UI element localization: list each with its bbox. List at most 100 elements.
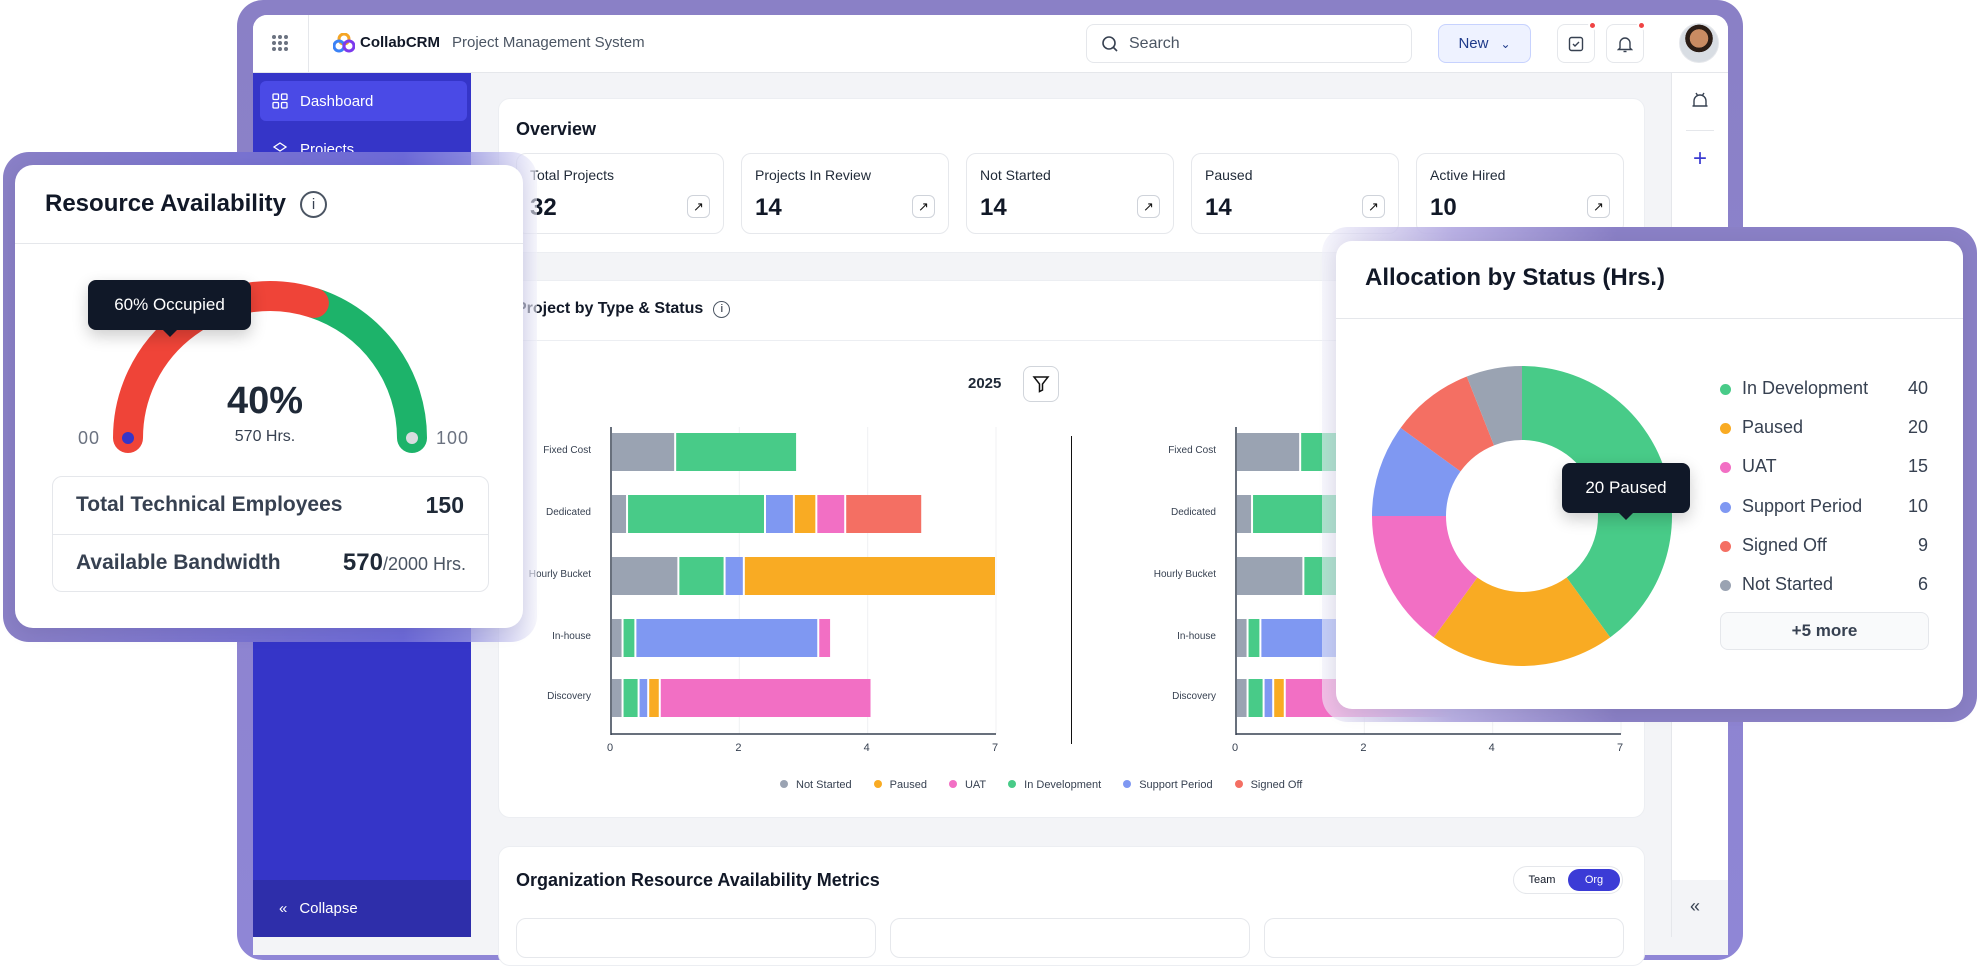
- resource-availability-card: [15, 165, 523, 628]
- org-metrics-title: Organization Resource Availability Metri…: [516, 870, 880, 890]
- bar-segment[interactable]: [628, 495, 764, 533]
- info-icon[interactable]: i: [299, 190, 327, 218]
- x-tick-label: 2: [735, 742, 742, 754]
- arrow-up-right-icon[interactable]: ↗: [1362, 195, 1385, 218]
- legend-item[interactable]: Not Started: [780, 779, 852, 791]
- legend-item[interactable]: Paused: [873, 779, 927, 791]
- bar-segment[interactable]: [1237, 557, 1303, 595]
- legend-item[interactable]: Signed Off: [1234, 779, 1303, 791]
- search-input[interactable]: Search: [1086, 24, 1412, 63]
- tasks-button[interactable]: [1557, 21, 1597, 63]
- bar-segment[interactable]: [1274, 679, 1284, 717]
- bar-segment[interactable]: [649, 679, 659, 717]
- bar-segment[interactable]: [766, 495, 793, 533]
- arrow-up-right-icon[interactable]: ↗: [687, 195, 710, 218]
- plus-icon[interactable]: +: [1692, 145, 1707, 172]
- arrow-up-right-icon[interactable]: ↗: [1137, 195, 1160, 218]
- available-percent: 40%: [226, 380, 304, 422]
- stat-card[interactable]: Paused 14 ↗: [1191, 153, 1399, 234]
- bar-segment[interactable]: [612, 619, 622, 657]
- category-label: Discovery: [1172, 691, 1216, 702]
- bar-segment[interactable]: [817, 495, 845, 533]
- x-tick-label: 7: [992, 742, 999, 754]
- bar-segment[interactable]: [612, 679, 622, 717]
- toggle-org[interactable]: Org: [1568, 869, 1620, 891]
- stat-card[interactable]: Total Projects 32 ↗: [516, 153, 724, 234]
- bar-segment[interactable]: [639, 679, 648, 717]
- category-label: Fixed Cost: [543, 445, 591, 456]
- toggle-team[interactable]: Team: [1528, 874, 1556, 886]
- bar-segment[interactable]: [744, 557, 995, 595]
- double-chevron-left-icon[interactable]: «: [1690, 896, 1701, 916]
- info-icon[interactable]: i: [713, 300, 731, 318]
- chart-divider: [1071, 436, 1072, 744]
- gauge-min-label: 00: [78, 428, 101, 448]
- bar-segment[interactable]: [660, 679, 871, 717]
- legend-label: Signed Off: [1250, 779, 1303, 791]
- donut-slice[interactable]: [1433, 577, 1611, 666]
- filter-button[interactable]: [1023, 366, 1059, 402]
- legend-item[interactable]: Support Period: [1123, 779, 1213, 791]
- apps-grid-icon[interactable]: [272, 35, 288, 51]
- bar-segment[interactable]: [679, 557, 724, 595]
- allocation-title: Allocation by Status (Hrs.): [1365, 264, 1666, 291]
- arrow-up-right-icon[interactable]: ↗: [912, 195, 935, 218]
- bar-segment[interactable]: [1248, 679, 1263, 717]
- x-tick-label: 4: [863, 742, 870, 754]
- bar-segment[interactable]: [1237, 679, 1247, 717]
- total-employees-value: 150: [425, 492, 464, 518]
- logo-icon: [333, 33, 355, 53]
- bar-segment[interactable]: [1237, 495, 1252, 533]
- bar-segment[interactable]: [1264, 679, 1273, 717]
- stat-label: Paused: [1205, 167, 1253, 183]
- bar-segment[interactable]: [676, 433, 797, 471]
- legend-label: Signed Off: [1742, 534, 1827, 555]
- category-label: Discovery: [547, 691, 591, 702]
- bar-segment[interactable]: [1248, 619, 1260, 657]
- paused-tooltip: 20 Paused: [1562, 463, 1690, 520]
- sidebar-item-dashboard[interactable]: Dashboard: [260, 81, 467, 121]
- legend-item[interactable]: UAT: [948, 779, 986, 791]
- bar-segment[interactable]: [636, 619, 818, 657]
- avatar[interactable]: [1679, 23, 1719, 63]
- more-statuses-button[interactable]: +5 more: [1720, 612, 1929, 650]
- bell-off-icon[interactable]: [1690, 91, 1710, 111]
- bar-segment[interactable]: [1237, 433, 1300, 471]
- new-button[interactable]: New ⌄: [1438, 24, 1531, 63]
- stat-label: Projects In Review: [755, 167, 871, 183]
- stat-card[interactable]: Not Started 14 ↗: [966, 153, 1174, 234]
- legend-dot: [1720, 580, 1731, 591]
- legend-label: Support Period: [1139, 779, 1213, 791]
- collapse-button[interactable]: « Collapse: [253, 880, 471, 937]
- bar-segment[interactable]: [612, 557, 678, 595]
- overview-title: Overview: [516, 119, 597, 139]
- metric-card: [516, 918, 876, 958]
- bar-segment[interactable]: [725, 557, 743, 595]
- donut-slice[interactable]: [1372, 516, 1478, 638]
- donut-slice[interactable]: [1372, 427, 1461, 516]
- legend-label: Paused: [1742, 417, 1804, 438]
- bar-segment[interactable]: [623, 619, 635, 657]
- donut-slice[interactable]: [1466, 366, 1522, 446]
- bar-segment[interactable]: [846, 495, 922, 533]
- stat-card[interactable]: Projects In Review 14 ↗: [741, 153, 949, 234]
- checkbox-icon: [1568, 36, 1584, 51]
- bar-segment[interactable]: [612, 433, 675, 471]
- bar-segment[interactable]: [1237, 619, 1247, 657]
- bar-segment[interactable]: [612, 495, 627, 533]
- gauge-end-dot: [406, 432, 418, 444]
- donut-slice[interactable]: [1400, 376, 1495, 472]
- legend-dot: [873, 780, 882, 788]
- bar-segment[interactable]: [794, 495, 816, 533]
- team-org-toggle[interactable]: Team Org: [1513, 866, 1623, 894]
- legend-item[interactable]: In Development: [1008, 779, 1101, 791]
- bar-segment[interactable]: [623, 679, 638, 717]
- notifications-button[interactable]: [1606, 21, 1646, 63]
- rail-divider: [1686, 130, 1714, 131]
- arrow-up-right-icon[interactable]: ↗: [1587, 195, 1610, 218]
- double-chevron-left-icon: «: [279, 900, 288, 917]
- legend-label: Not Started: [1742, 574, 1834, 594]
- sidebar-item-label: Dashboard: [300, 92, 374, 110]
- stat-card[interactable]: Active Hired 10 ↗: [1416, 153, 1624, 234]
- bar-segment[interactable]: [819, 619, 831, 657]
